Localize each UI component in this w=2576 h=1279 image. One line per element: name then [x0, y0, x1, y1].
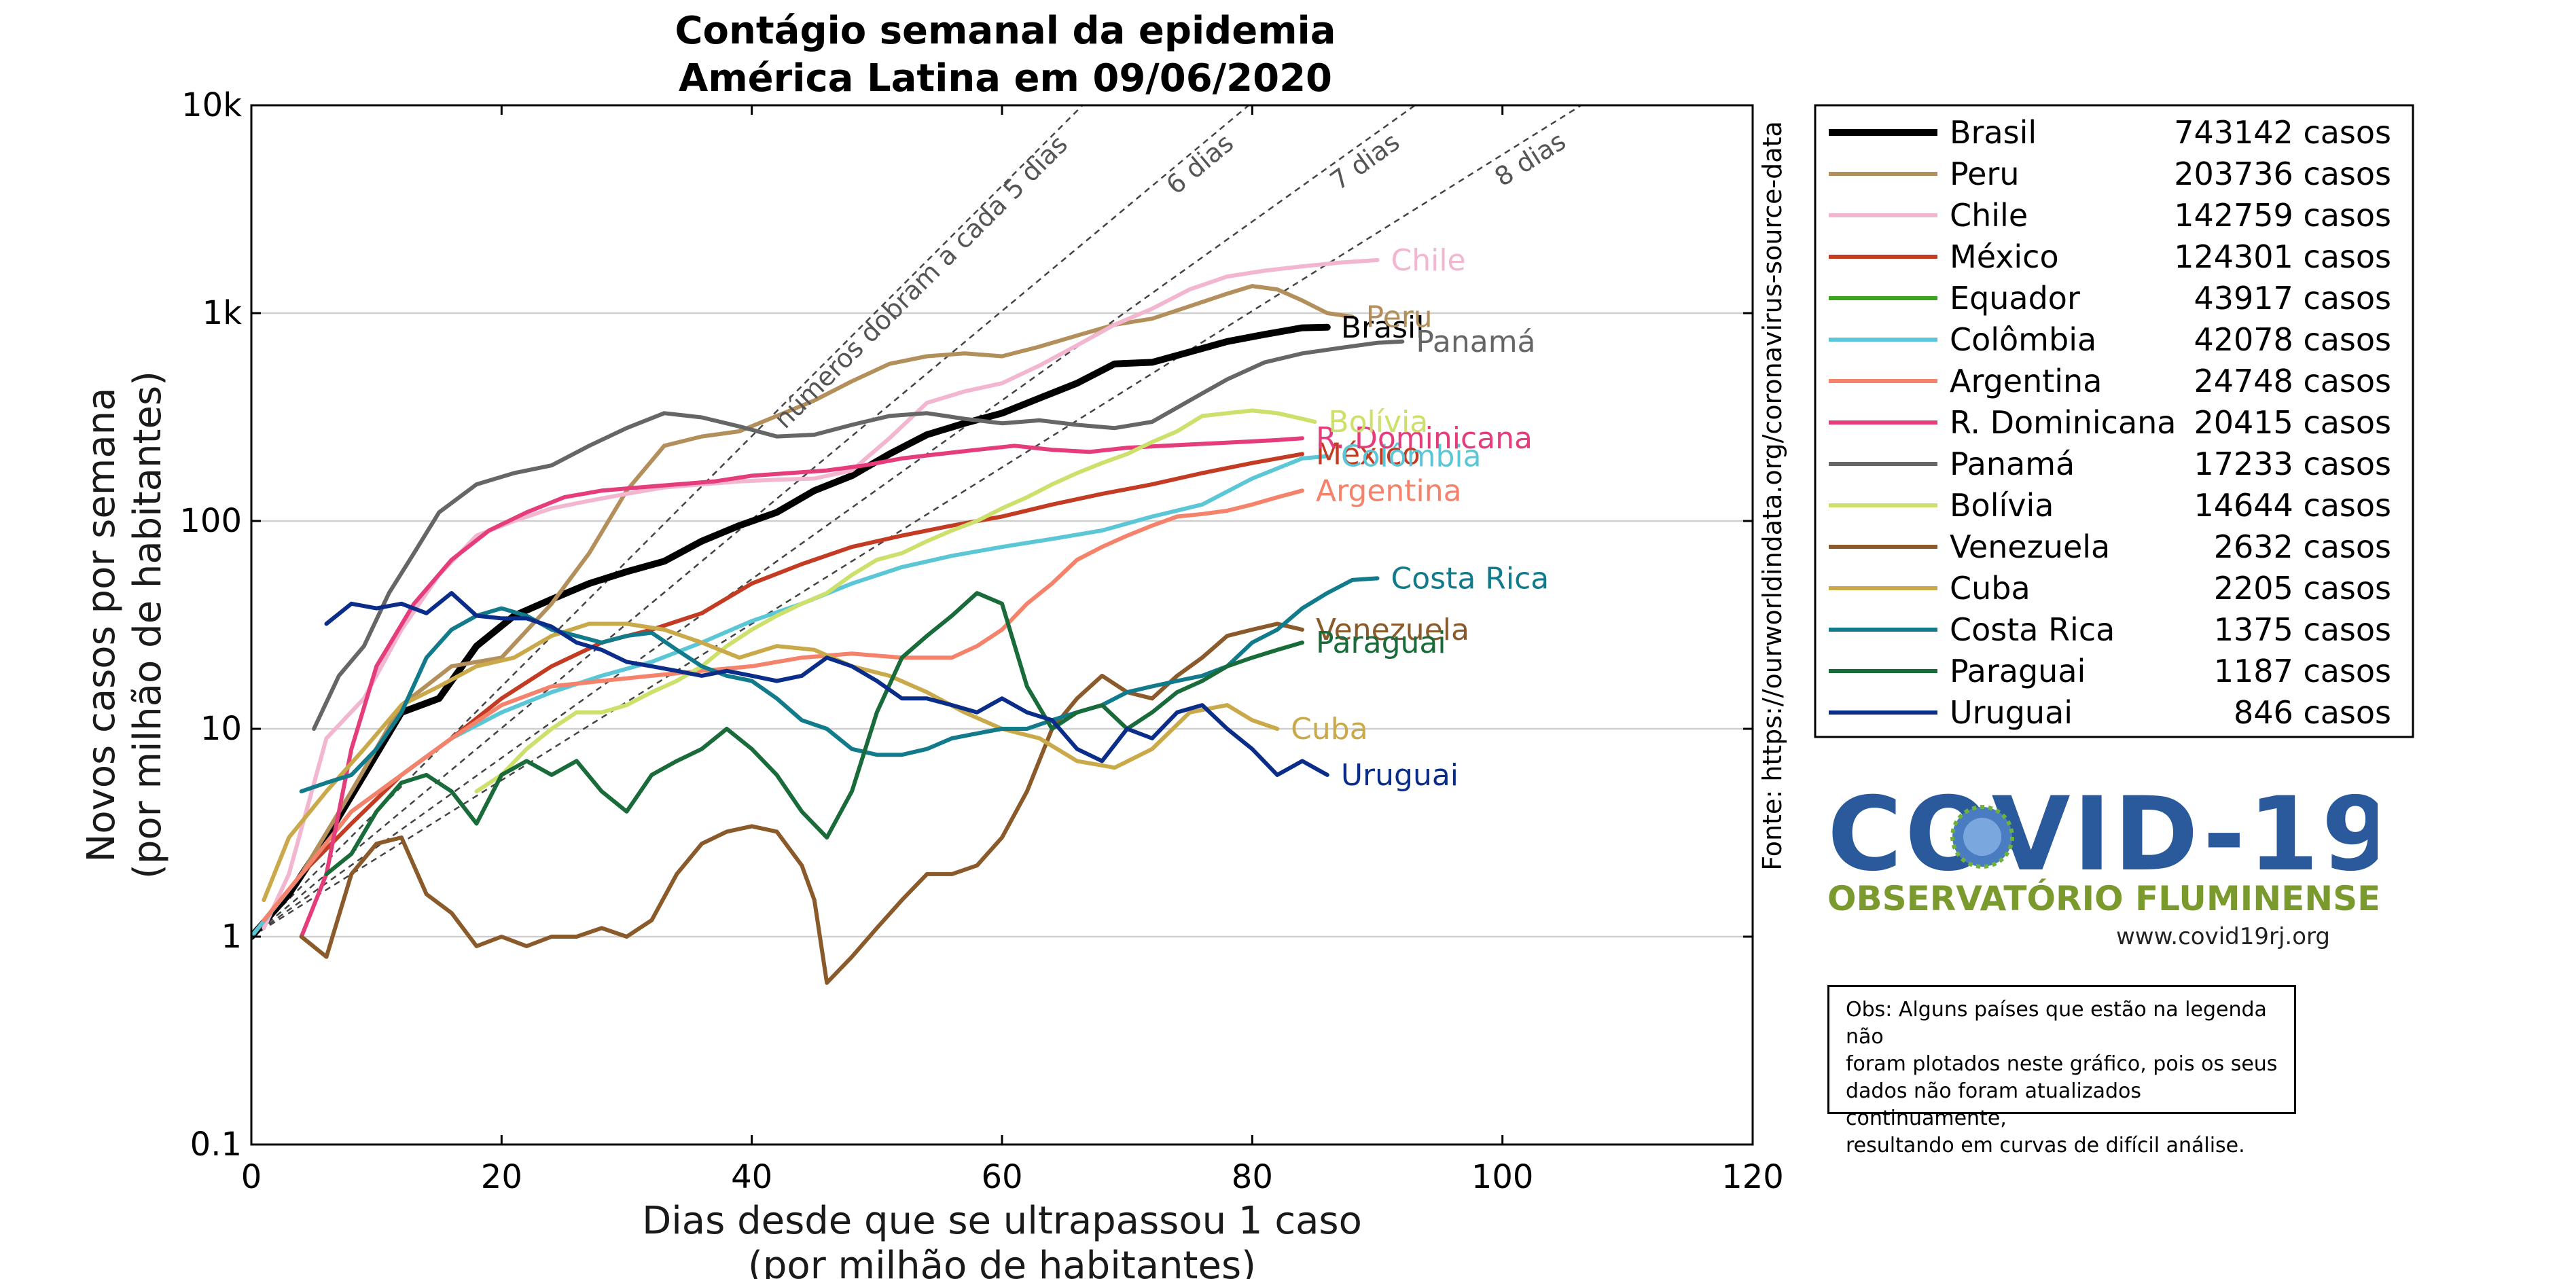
observation-line: resultando em curvas de difícil análise. [1846, 1134, 2245, 1157]
reference-lines [251, 105, 1584, 938]
series-lines [251, 257, 1405, 985]
x-tick-label: 20 [481, 1158, 522, 1196]
reference-line [251, 105, 1584, 938]
y-axis-label-line-1: Novos casos por semana [79, 388, 124, 863]
reference-line-label: números dobram a cada 5 dias [768, 129, 1073, 434]
series-line [262, 488, 1304, 922]
series-end-label: Uruguai [1341, 758, 1459, 793]
legend-name: Colômbia [1950, 321, 2096, 358]
legend-value: 743142 casos [2174, 114, 2391, 151]
grid-lines [251, 312, 1753, 938]
axis-ticks: 0 20 40 60 80 100 120 0.1 1 10 100 1k 10k [179, 86, 1783, 1196]
plot-frame [250, 104, 1754, 1146]
legend-value: 43917 casos [2194, 280, 2391, 317]
covid-logo: COVID-19 OBSERVATÓRIO FLUMINENSE www.cov… [1827, 781, 2378, 950]
legend-name: Argentina [1950, 363, 2102, 399]
x-tick-label: 100 [1471, 1158, 1534, 1196]
legend: Brasil 743142 casos Peru 203736 casos Chile 1… [1814, 104, 2414, 738]
legend-value: 2205 casos [2214, 570, 2391, 607]
legend-value: 124301 casos [2174, 238, 2391, 275]
series-end-label: Bolívia [1328, 405, 1428, 439]
series-line [251, 323, 1331, 940]
series-line [262, 622, 1280, 903]
series-line [474, 408, 1317, 794]
observation-line: foram plotados neste gráfico, pois os se… [1846, 1052, 2278, 1076]
reference-line-label: 6 dias [1160, 128, 1239, 200]
x-tick-label: 80 [1232, 1158, 1273, 1196]
virus-icon [1950, 805, 2014, 869]
legend-name: Costa Rica [1950, 611, 2115, 648]
reference-line-label: 8 dias [1489, 126, 1571, 192]
legend-value: 42078 casos [2194, 321, 2391, 358]
x-axis-label-line-1: Dias desde que se ultrapassou 1 caso [642, 1199, 1362, 1243]
y-tick-label: 100 [179, 502, 242, 540]
y-tick-label: 10k [181, 86, 242, 124]
legend-name: Peru [1950, 156, 2019, 192]
series-end-label: México [1316, 437, 1420, 471]
x-tick-label: 60 [981, 1158, 1022, 1196]
series-end-label: Peru [1366, 300, 1433, 334]
legend-name: Cuba [1950, 570, 2031, 607]
legend-value: 203736 casos [2174, 156, 2391, 192]
legend-name: Equador [1950, 280, 2080, 317]
series-end-label: R. Dominicana [1316, 421, 1533, 456]
legend-value: 24748 casos [2194, 363, 2391, 399]
series-end-label: Brasil [1341, 310, 1425, 345]
series-end-label: Panamá [1416, 325, 1535, 359]
legend-name: R. Dominicana [1950, 404, 2176, 441]
legend-value: 142759 casos [2174, 197, 2391, 234]
observation-line: dados não foram atualizados continuament… [1846, 1079, 2142, 1130]
x-axis-label-line-2: (por milhão de habitantes) [748, 1244, 1256, 1279]
logo-subtitle: OBSERVATÓRIO FLUMINENSE [1827, 878, 2378, 918]
legend-value: 1187 casos [2214, 653, 2391, 689]
y-tick-label: 0.1 [190, 1125, 242, 1164]
legend-name: Panamá [1950, 446, 2075, 482]
y-tick-label: 10 [200, 710, 242, 748]
series-end-label: Costa Rica [1391, 561, 1550, 596]
reference-labels: números dobram a cada 5 dias 6 dias 7 dias… [768, 126, 1571, 434]
legend-value: 1375 casos [2214, 611, 2391, 648]
x-tick-label: 40 [731, 1158, 772, 1196]
x-tick-label: 0 [241, 1158, 262, 1196]
series-end-label: Paraguai [1316, 626, 1446, 660]
reference-line [251, 105, 1084, 937]
legend-name: Brasil [1950, 114, 2037, 151]
series-line [312, 339, 1405, 731]
series-end-label: Argentina [1316, 473, 1462, 508]
x-tick-label: 120 [1721, 1158, 1784, 1196]
legend-name: México [1950, 238, 2059, 275]
legend-name: Paraguai [1950, 653, 2086, 689]
series-line [324, 591, 1304, 876]
legend-value: 17233 casos [2194, 446, 2391, 482]
y-tick-label: 1 [221, 918, 242, 956]
legend-value: 2632 casos [2214, 528, 2391, 565]
series-end-label: Cuba [1291, 712, 1368, 746]
source-note: Fonte: https://ourworldindata.org/corona… [1757, 121, 1787, 871]
series-line [324, 591, 1329, 777]
legend-name: Chile [1950, 197, 2028, 234]
legend-name: Bolívia [1950, 487, 2054, 524]
legend-value: 14644 casos [2194, 487, 2391, 524]
reference-line [251, 105, 1417, 938]
logo-url: www.covid19rj.org [2116, 923, 2330, 950]
chart-title-line-1: Contágio semanal da epidemia [675, 9, 1336, 53]
reference-line-label: 7 dias [1325, 127, 1405, 196]
series-end-label: Venezuela [1316, 613, 1469, 647]
y-axis-label-line-2: (por milhão de habitantes) [126, 371, 170, 879]
legend-value: 846 casos [2234, 694, 2391, 731]
series-end-label: Colômbia [1341, 439, 1482, 474]
chart-title-line-2: América Latina em 09/06/2020 [679, 56, 1332, 101]
legend-value: 20415 casos [2194, 404, 2391, 441]
series-line [251, 284, 1355, 939]
legend-name: Uruguai [1950, 694, 2073, 731]
logo-title: COVID-19 [1827, 781, 2378, 894]
observation-note: Obs: Alguns países que estão na legenda … [1827, 985, 2296, 1157]
series-end-label: Chile [1391, 243, 1466, 278]
observation-line: Obs: Alguns países que estão na legenda … [1846, 998, 2267, 1049]
legend-name: Venezuela [1950, 528, 2110, 565]
y-tick-label: 1k [202, 294, 243, 332]
